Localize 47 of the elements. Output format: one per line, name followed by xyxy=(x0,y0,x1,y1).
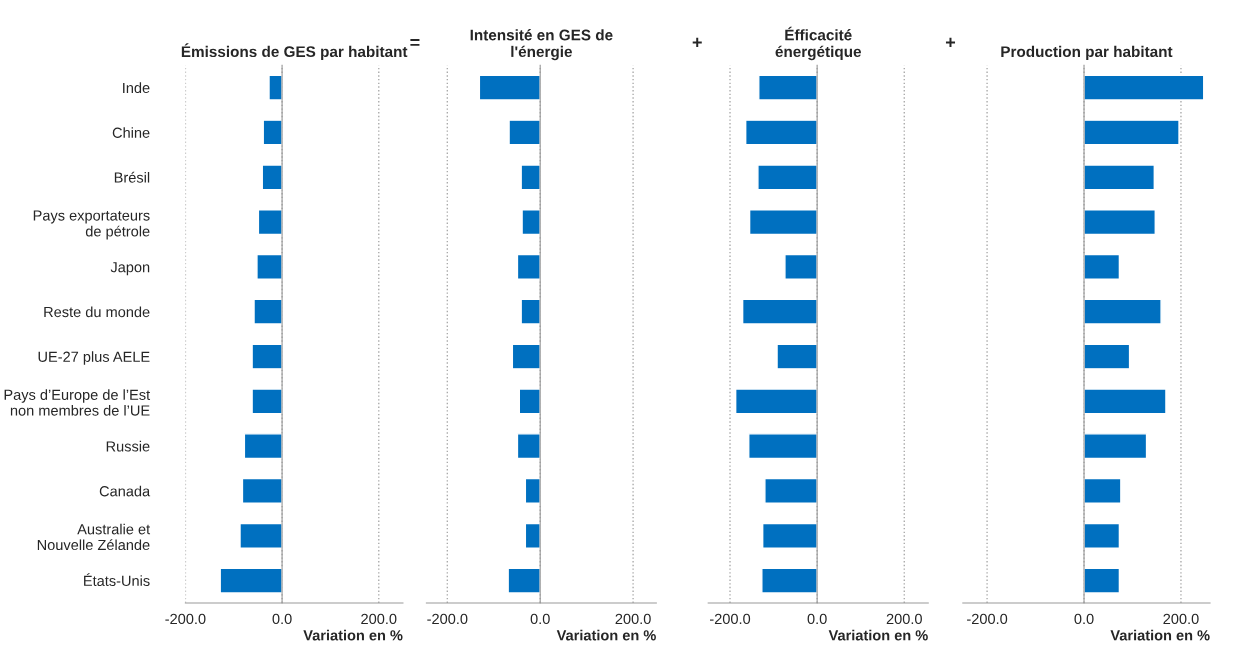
chart-title: Éfficacité énergétique xyxy=(775,26,862,61)
bar xyxy=(1083,119,1180,146)
y-tick-label: Brésil xyxy=(114,171,150,183)
chart-title: Émissions de GES par habitant xyxy=(181,43,408,61)
bar xyxy=(1083,477,1122,504)
bar xyxy=(1083,253,1121,280)
x-axis-title: Variation en % xyxy=(1110,629,1210,641)
y-tick-label: Inde xyxy=(123,82,150,94)
x-axis-title: Variation en % xyxy=(556,629,656,641)
y-tick-label: UE-27 plus AELE xyxy=(38,351,150,365)
chart-title: Production par habitant xyxy=(1001,45,1173,61)
y-tick-label: Chine xyxy=(112,127,150,138)
y-tick-label: Pays exportateurs de pétrole xyxy=(33,210,150,240)
bar xyxy=(1083,388,1167,415)
bar xyxy=(1083,522,1121,549)
text: + xyxy=(945,37,956,47)
x-tick-label: -200.0 xyxy=(427,613,468,625)
y-tick-label: Japon xyxy=(110,262,150,276)
x-tick-label: 200.0 xyxy=(886,613,922,625)
bar xyxy=(1083,298,1162,325)
x-tick-label: -200.0 xyxy=(165,613,206,625)
bar xyxy=(1083,209,1156,236)
x-tick-label: 200.0 xyxy=(615,613,651,625)
y-tick-label: États-Unis xyxy=(84,573,150,587)
bar xyxy=(1083,343,1131,370)
bar xyxy=(1083,567,1121,594)
x-tick-label: 200.0 xyxy=(1163,613,1199,625)
bar xyxy=(1083,433,1148,460)
x-tick-label: 0.0 xyxy=(272,613,292,625)
y-tick-label: Pays d’Europe de l’Est non membres de l’UE xyxy=(4,389,151,416)
x-tick-label: 200.0 xyxy=(361,613,397,625)
bar xyxy=(1083,74,1205,101)
x-tick-label: -200.0 xyxy=(967,613,1008,625)
x-tick-label: 0.0 xyxy=(807,613,827,625)
x-tick-label: -200.0 xyxy=(709,613,751,625)
x-axis-title: Variation en % xyxy=(303,629,403,641)
y-tick-label: Russie xyxy=(106,440,150,452)
text: = xyxy=(410,39,420,46)
bar xyxy=(1083,164,1155,191)
x-tick-label: 0.0 xyxy=(530,613,550,625)
y-tick-label: Australie et Nouvelle Zélande xyxy=(37,523,151,551)
text: + xyxy=(692,37,702,47)
x-tick-label: 0.0 xyxy=(1074,613,1094,625)
chart-title: Intensité en GES de l'énergie xyxy=(470,29,613,61)
y-tick-label: Canada xyxy=(99,485,151,497)
y-tick-label: Reste du monde xyxy=(44,306,150,318)
x-axis-title: Variation en % xyxy=(828,629,928,641)
